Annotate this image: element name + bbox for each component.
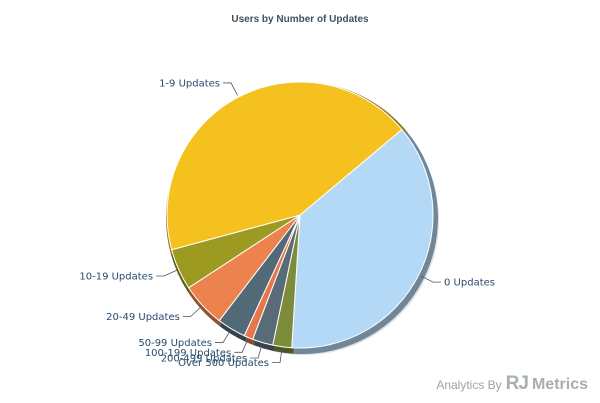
connector-1-9-updates xyxy=(223,82,238,96)
slice-1-9-updates[interactable] xyxy=(166,81,403,251)
branding-logo-metrics: Metrics xyxy=(531,376,588,393)
slice-label-over-500-updates: Over 500 Updates xyxy=(178,358,269,369)
connector-10-19-updates xyxy=(156,269,177,277)
slice-label-1-9-updates: 1-9 Updates xyxy=(159,78,220,89)
slice-label-200-499-updates: 200-499 Updates xyxy=(161,353,247,364)
chart-title: Users by Number of Updates xyxy=(231,14,369,25)
connector-100-199-updates xyxy=(234,339,249,353)
pie-slices xyxy=(166,81,434,349)
branding-watermark: Analytics By RJ Metrics xyxy=(436,373,588,395)
slice-label-50-99-updates: 50-99 Updates xyxy=(138,338,212,349)
branding-logo-rj: RJ xyxy=(505,373,529,394)
slice-0-updates[interactable] xyxy=(291,128,434,349)
slice-label-100-199-updates: 100-199 Updates xyxy=(145,348,231,359)
slice-label-20-49-updates: 20-49 Updates xyxy=(106,312,180,323)
connector-20-49-updates xyxy=(182,306,202,317)
slice-label-10-19-updates: 10-19 Updates xyxy=(79,271,153,282)
branding-prefix: Analytics By xyxy=(436,378,502,392)
connector-50-99-updates xyxy=(215,330,231,343)
connector-200-499-updates xyxy=(250,344,263,359)
slice-label-0-updates: 0 Updates xyxy=(444,278,495,289)
connector-0-updates xyxy=(420,275,442,283)
connector-over-500-updates xyxy=(272,348,283,364)
